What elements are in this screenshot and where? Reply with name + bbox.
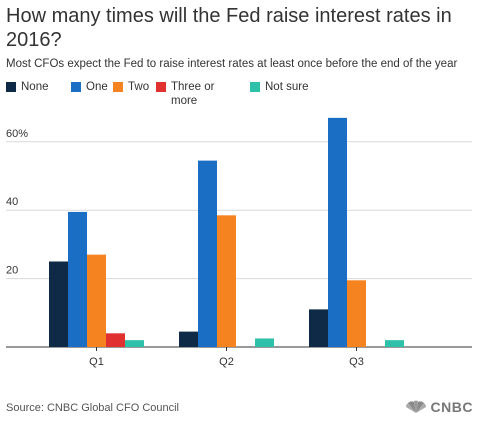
bar-q2-two xyxy=(217,215,236,347)
legend: None One Two Three or more Not sure xyxy=(6,80,476,110)
x-tick-label-q3: Q3 xyxy=(349,356,364,368)
bar-q2-one xyxy=(198,160,217,347)
bar-q1-three-or-more xyxy=(106,333,125,347)
bar-q1-not-sure xyxy=(125,340,144,347)
bar-q2-not-sure xyxy=(255,338,274,347)
bar-q1-two xyxy=(87,254,106,347)
chart-subtitle: Most CFOs expect the Fed to raise intere… xyxy=(6,58,458,70)
bar-q1-one xyxy=(68,211,87,347)
source-note: Source: CNBC Global CFO Council xyxy=(6,402,180,414)
legend-label-one: One xyxy=(86,81,108,93)
peacock-icon xyxy=(405,400,426,413)
bar-q3-two xyxy=(347,280,366,347)
cnbc-logo: CNBC xyxy=(405,399,473,415)
legend-label-not-sure: Not sure xyxy=(265,81,309,93)
legend-label-three-or-more: Three or more xyxy=(171,81,215,107)
y-tick-label-20: 20 xyxy=(6,265,18,277)
bar-q3-one xyxy=(328,117,347,347)
bar-q1-none xyxy=(49,261,68,347)
legend-swatch-three-or-more xyxy=(156,82,166,92)
logo-text: CNBC xyxy=(430,399,473,415)
legend-label-two: Two xyxy=(128,81,150,93)
legend-item-none: None xyxy=(6,80,49,94)
bar-q3-none xyxy=(309,309,328,347)
legend-swatch-not-sure xyxy=(250,82,260,92)
x-tick-label-q1: Q1 xyxy=(89,356,104,368)
x-tick-label-q2: Q2 xyxy=(219,356,234,368)
legend-swatch-two xyxy=(113,82,123,92)
legend-item-one: One xyxy=(71,80,108,94)
chart-title: How many times will the Fed raise intere… xyxy=(6,5,452,51)
bar-q3-not-sure xyxy=(385,340,404,347)
legend-label-none: None xyxy=(21,81,49,93)
legend-item-not-sure: Not sure xyxy=(250,80,308,94)
legend-item-two: Two xyxy=(113,80,149,94)
y-tick-label-40: 40 xyxy=(6,196,18,208)
legend-item-three-or-more: Three or more xyxy=(156,80,231,108)
y-tick-label-60: 60% xyxy=(6,128,28,140)
legend-swatch-none xyxy=(6,82,16,92)
bar-q2-none xyxy=(179,331,198,347)
bar-chart: 20 40 60% Q1 Q2 Q3 xyxy=(6,117,472,368)
legend-swatch-one xyxy=(71,82,81,92)
